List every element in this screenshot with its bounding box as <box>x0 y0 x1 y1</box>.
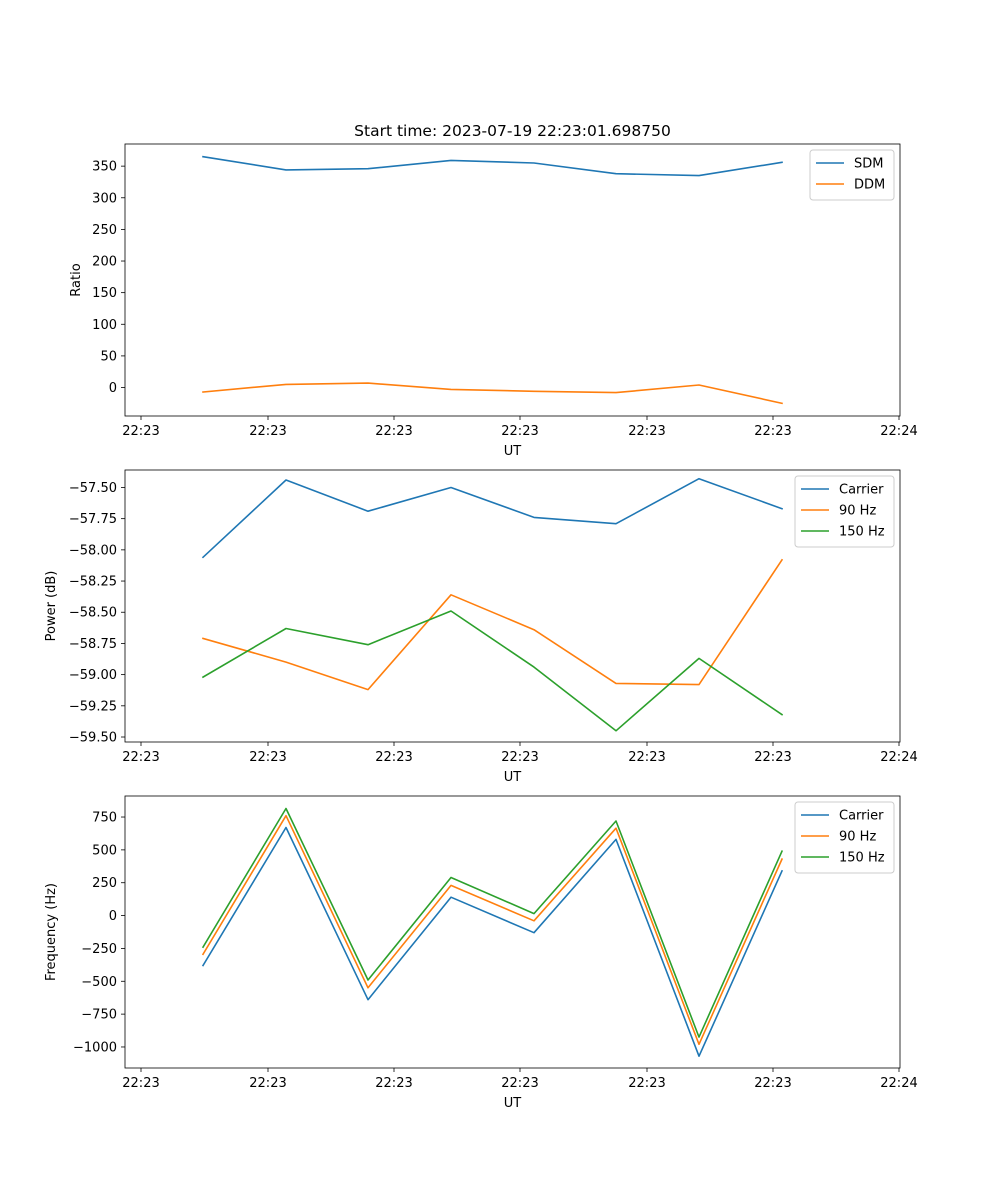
chart2-frame <box>124 469 901 743</box>
chart3-series-150-hz-line <box>201 807 784 1038</box>
chart1-frame <box>124 143 901 417</box>
chart2-x-tick-label: 22:23 <box>249 750 286 765</box>
chart3-y-tick-label: 0 <box>109 909 117 924</box>
chart1-y-tick-label: 50 <box>100 349 117 364</box>
chart1-y-axis-label: Ratio <box>69 263 84 296</box>
chart1-y-tick-label: 250 <box>92 223 117 238</box>
chart1-y-tick-label: 350 <box>92 160 117 175</box>
chart2-x-tick-label: 22:24 <box>880 750 917 765</box>
chart1-x-tick-label: 22:23 <box>375 424 412 439</box>
chart2-series-150-hz-line <box>201 610 784 732</box>
chart3-x-tick-label: 22:23 <box>122 1076 159 1091</box>
chart3-x-tick-label: 22:23 <box>754 1076 791 1091</box>
chart3-series-90-hz-line <box>201 814 784 1046</box>
chart2-y-tick-label: −57.75 <box>69 512 117 527</box>
chart2-x-tick-label: 22:23 <box>628 750 665 765</box>
chart3-x-tick-label: 22:23 <box>249 1076 286 1091</box>
chart1-x-tick-label: 22:23 <box>122 424 159 439</box>
chart2-y-tick-label: −58.00 <box>69 543 117 558</box>
chart1-x-tick-label: 22:23 <box>628 424 665 439</box>
chart2-x-tick-label: 22:23 <box>501 750 538 765</box>
chart3-frame <box>124 795 901 1069</box>
chart3-y-tick-label: 500 <box>92 843 117 858</box>
chart2-legend-label-150-hz: 150 Hz <box>839 525 885 540</box>
chart2-series-carrier-line <box>201 477 784 559</box>
chart1-series-ddm-line <box>202 382 783 405</box>
chart3-series-carrier-line <box>201 826 784 1057</box>
chart1-y-tick-label: 0 <box>109 381 117 396</box>
chart3-legend-label-carrier: Carrier <box>839 809 884 824</box>
chart3-y-tick-label: −250 <box>81 942 117 957</box>
chart3-x-axis-label: UT <box>504 1096 522 1111</box>
chart2-x-tick-label: 22:23 <box>122 750 159 765</box>
chart1-x-tick-label: 22:24 <box>880 424 917 439</box>
chart1-legend-label-ddm: DDM <box>854 178 885 193</box>
chart3-x-tick-label: 22:23 <box>628 1076 665 1091</box>
chart3-y-tick-label: −750 <box>81 1008 117 1023</box>
chart-title: Start time: 2023-07-19 22:23:01.698750 <box>354 122 671 140</box>
chart1-y-tick-label: 200 <box>92 255 117 270</box>
chart2-series-90-hz-line <box>202 558 784 691</box>
chart3-x-tick-label: 22:23 <box>501 1076 538 1091</box>
chart1-x-tick-label: 22:23 <box>754 424 791 439</box>
chart2-y-tick-label: −57.50 <box>69 481 117 496</box>
chart2-legend-label-carrier: Carrier <box>839 483 884 498</box>
chart2-y-tick-label: −59.50 <box>69 731 117 746</box>
chart2-x-tick-label: 22:23 <box>375 750 412 765</box>
chart3-y-tick-label: −500 <box>81 975 117 990</box>
chart3-x-tick-label: 22:23 <box>375 1076 412 1091</box>
chart2-y-tick-label: −59.25 <box>69 699 117 714</box>
chart3-legend-label-150-hz: 150 Hz <box>839 851 885 866</box>
chart3-y-axis-label: Frequency (Hz) <box>44 883 59 981</box>
chart1-legend-label-sdm: SDM <box>854 157 883 172</box>
chart2-y-tick-label: −58.25 <box>69 575 117 590</box>
chart2-y-tick-label: −59.00 <box>69 668 117 683</box>
chart3-y-tick-label: 750 <box>92 811 117 826</box>
chart1-y-tick-label: 300 <box>92 191 117 206</box>
chart1-x-tick-label: 22:23 <box>249 424 286 439</box>
chart3-legend-label-90-hz: 90 Hz <box>839 830 876 845</box>
chart3-y-tick-label: 250 <box>92 876 117 891</box>
chart1-x-tick-label: 22:23 <box>501 424 538 439</box>
chart3-y-tick-label: −1000 <box>73 1040 117 1055</box>
chart2-y-axis-label: Power (dB) <box>44 571 59 642</box>
chart3-x-tick-label: 22:24 <box>880 1076 917 1091</box>
chart2-x-tick-label: 22:23 <box>754 750 791 765</box>
chart3-legend-box <box>794 801 895 874</box>
chart2-y-tick-label: −58.50 <box>69 606 117 621</box>
chart1-y-tick-label: 100 <box>92 318 117 333</box>
chart2-x-axis-label: UT <box>504 770 522 785</box>
chart2-legend-label-90-hz: 90 Hz <box>839 504 876 519</box>
chart2-legend-box <box>794 475 895 548</box>
chart1-series-sdm-line <box>202 155 783 177</box>
chart1-x-axis-label: UT <box>504 444 522 459</box>
chart2-y-tick-label: −58.75 <box>69 637 117 652</box>
chart1-y-tick-label: 150 <box>92 286 117 301</box>
